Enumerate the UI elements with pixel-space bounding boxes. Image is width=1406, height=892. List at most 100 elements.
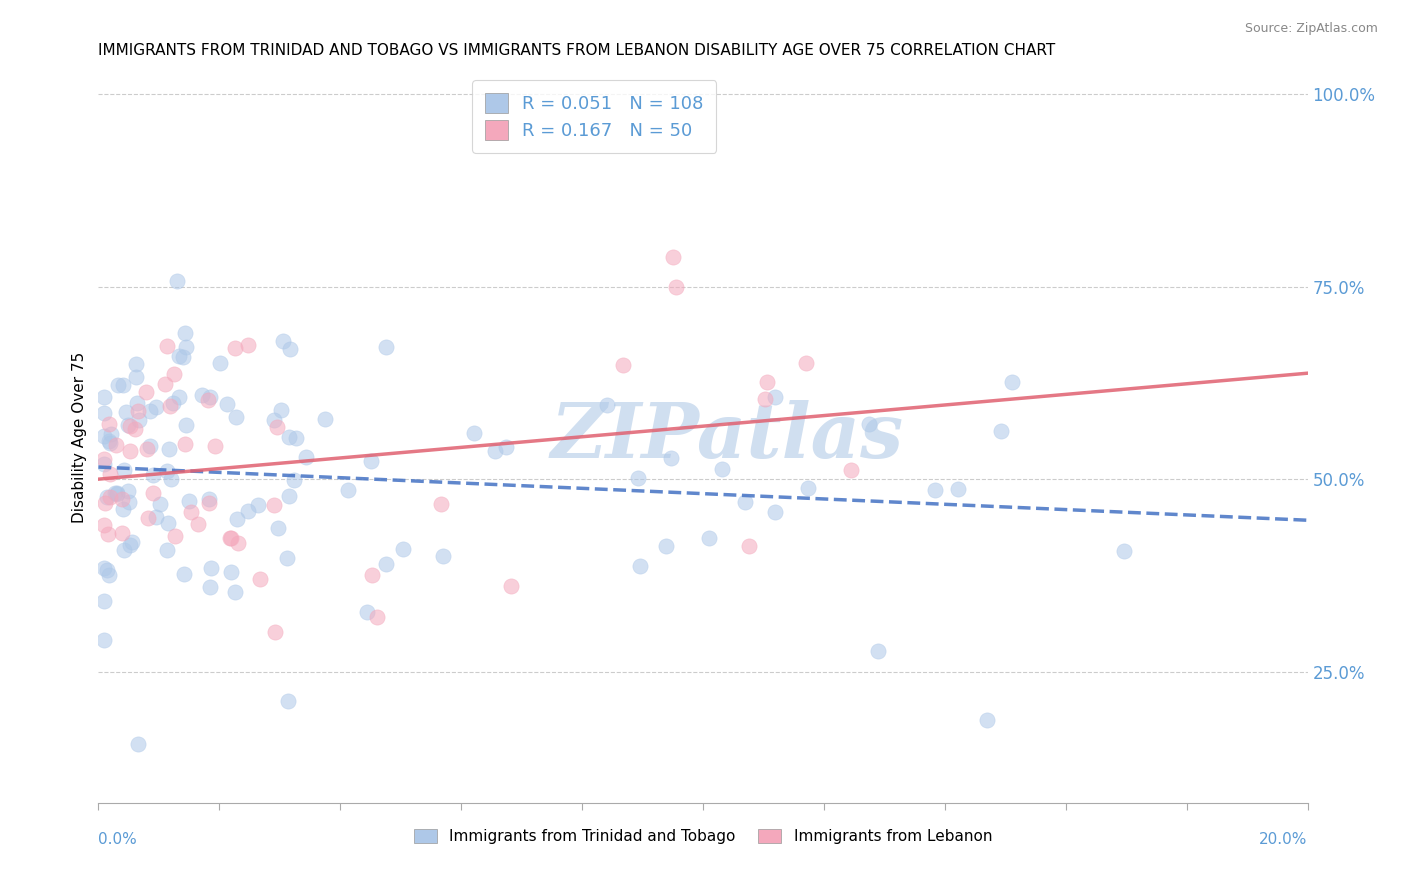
Text: Source: ZipAtlas.com: Source: ZipAtlas.com [1244, 22, 1378, 36]
Point [93, 633, 115, 648]
Point [278, 343, 301, 357]
Point [839, 463, 862, 477]
Point [117, 418, 139, 433]
Point [499, 579, 522, 593]
Point [98, 417, 121, 432]
Point [976, 713, 998, 727]
Point [121, 534, 143, 549]
Point [595, 398, 617, 412]
Point [93, 518, 115, 533]
Point [734, 495, 756, 509]
Point [169, 390, 191, 404]
Point [249, 573, 271, 587]
Point [125, 396, 148, 410]
Point [271, 334, 294, 348]
Point [219, 531, 242, 545]
Point [114, 405, 136, 419]
Point [336, 483, 359, 497]
Point [186, 517, 208, 532]
Point [356, 605, 378, 619]
Point [697, 531, 720, 545]
Point [179, 494, 201, 508]
Point [118, 444, 141, 458]
Point [112, 377, 135, 392]
Point [100, 427, 122, 442]
Point [156, 516, 179, 531]
Point [763, 505, 786, 519]
Point [392, 541, 415, 556]
Point [142, 467, 165, 482]
Point [266, 420, 288, 434]
Point [93, 457, 115, 471]
Point [198, 580, 221, 594]
Point [135, 442, 157, 457]
Point [169, 349, 191, 363]
Point [267, 521, 290, 535]
Point [120, 538, 142, 552]
Point [163, 529, 186, 543]
Point [160, 472, 183, 486]
Point [180, 505, 202, 519]
Point [754, 392, 776, 407]
Point [990, 425, 1012, 439]
Point [112, 502, 135, 516]
Point [163, 368, 186, 382]
Point [627, 471, 650, 485]
Point [628, 559, 651, 574]
Point [127, 404, 149, 418]
Point [276, 551, 298, 566]
Point [157, 442, 180, 457]
Point [139, 439, 162, 453]
Point [98, 467, 121, 481]
Point [96, 490, 118, 504]
Point [118, 495, 141, 509]
Text: ZIPatlas: ZIPatlas [551, 401, 904, 474]
Point [375, 557, 398, 571]
Point [111, 491, 134, 506]
Point [314, 412, 336, 426]
Point [197, 393, 219, 408]
Point [191, 388, 214, 402]
Point [224, 585, 246, 599]
Point [278, 489, 301, 503]
Point [295, 450, 318, 464]
Point [484, 444, 506, 458]
Point [738, 539, 761, 553]
Point [432, 549, 454, 563]
Point [375, 339, 398, 353]
Point [173, 437, 195, 451]
Point [208, 356, 231, 370]
Point [112, 463, 135, 477]
Point [946, 482, 969, 496]
Point [360, 567, 382, 582]
Point [1112, 543, 1135, 558]
Point [173, 566, 195, 581]
Point [96, 563, 118, 577]
Point [277, 694, 299, 708]
Point [278, 430, 301, 444]
Point [162, 396, 184, 410]
Point [156, 339, 179, 353]
Point [221, 565, 243, 579]
Point [218, 531, 240, 545]
Point [93, 405, 115, 419]
Point [217, 397, 239, 411]
Point [283, 473, 305, 487]
Text: 20.0%: 20.0% [1260, 832, 1308, 847]
Point [98, 436, 121, 450]
Point [263, 412, 285, 426]
Point [153, 377, 176, 392]
Point [463, 425, 485, 440]
Point [198, 496, 221, 510]
Point [247, 499, 270, 513]
Point [204, 439, 226, 453]
Point [93, 452, 115, 467]
Point [225, 409, 247, 424]
Point [149, 497, 172, 511]
Point [659, 451, 682, 466]
Point [135, 384, 157, 399]
Point [360, 453, 382, 467]
Point [794, 356, 817, 370]
Point [93, 496, 115, 510]
Point [124, 422, 146, 436]
